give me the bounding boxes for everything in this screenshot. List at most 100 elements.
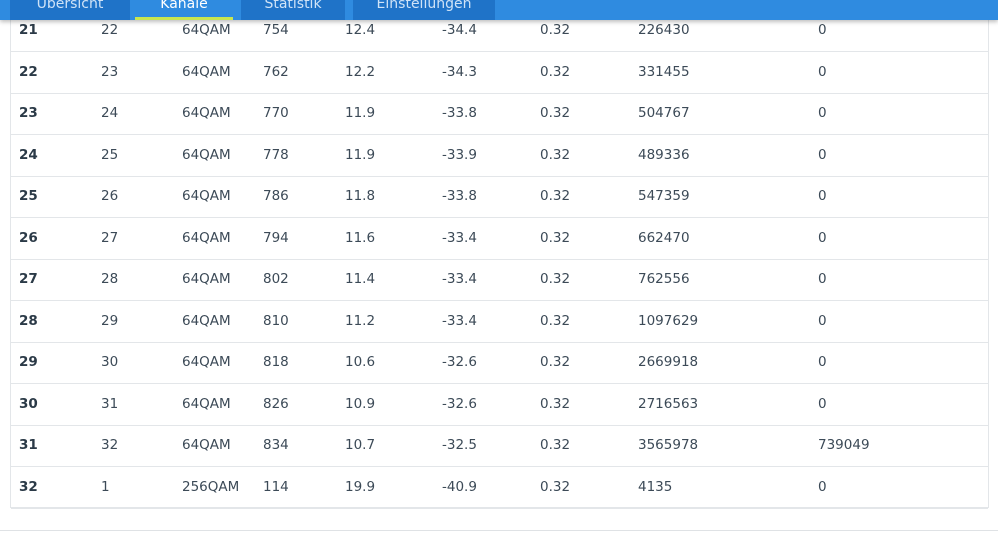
table-cell: 32 bbox=[19, 478, 38, 495]
table-row: 26 27 64QAM 794 11.6 -33.4 0.32 662470 0 bbox=[11, 218, 988, 260]
table-cell: 786 bbox=[263, 188, 289, 204]
table-cell: 10.6 bbox=[345, 354, 376, 370]
table-cell: 3565978 bbox=[638, 437, 699, 453]
table-cell: 0 bbox=[818, 354, 827, 370]
table-cell: 31 bbox=[19, 437, 38, 453]
table-cell: -33.8 bbox=[442, 188, 477, 204]
table-cell: 0.32 bbox=[540, 271, 571, 287]
divider bbox=[0, 530, 998, 531]
table-cell: 0.32 bbox=[540, 395, 571, 412]
table-cell: 770 bbox=[263, 105, 289, 121]
table-cell: 64QAM bbox=[182, 22, 231, 38]
table-cell: 0 bbox=[818, 22, 827, 38]
table-cell: 25 bbox=[19, 188, 38, 204]
table-cell: -34.3 bbox=[442, 63, 477, 80]
table-cell: -33.4 bbox=[442, 271, 477, 287]
table-cell: 834 bbox=[263, 437, 289, 453]
table-cell: 64QAM bbox=[182, 188, 231, 204]
table-cell: 0.32 bbox=[540, 146, 571, 163]
table-cell: 30 bbox=[19, 395, 38, 412]
table-cell: 64QAM bbox=[182, 437, 231, 453]
table-cell: 226430 bbox=[638, 22, 690, 38]
table-cell: 331455 bbox=[638, 63, 690, 80]
table-cell: 27 bbox=[19, 271, 38, 287]
table-cell: 64QAM bbox=[182, 271, 231, 287]
table-cell: 0 bbox=[818, 271, 827, 287]
table-cell: 24 bbox=[19, 146, 38, 163]
table-cell: 10.9 bbox=[345, 395, 376, 412]
table-cell: 0.32 bbox=[540, 312, 571, 329]
table-cell: 22 bbox=[19, 63, 38, 80]
table-cell: 504767 bbox=[638, 105, 690, 121]
table-cell: 24 bbox=[101, 105, 119, 121]
table-cell: 0 bbox=[818, 63, 827, 80]
table-cell: 0 bbox=[818, 146, 827, 163]
tab[interactable]: Einstellungen bbox=[353, 0, 495, 20]
table-cell: 11.4 bbox=[345, 271, 376, 287]
table-cell: 11.8 bbox=[345, 188, 376, 204]
table-cell: 11.6 bbox=[345, 229, 376, 246]
table-cell: -34.4 bbox=[442, 22, 477, 38]
table-row: 30 31 64QAM 826 10.9 -32.6 0.32 2716563 0 bbox=[11, 384, 988, 426]
table-cell: 754 bbox=[263, 22, 289, 38]
table-row: 23 24 64QAM 770 11.9 -33.8 0.32 504767 0 bbox=[11, 93, 988, 135]
active-indicator bbox=[135, 17, 233, 20]
table-cell: 0.32 bbox=[540, 105, 571, 121]
table-cell: 0 bbox=[818, 395, 827, 412]
table-cell: 26 bbox=[101, 188, 119, 204]
table-cell: -32.5 bbox=[442, 437, 477, 453]
table-cell: 30 bbox=[101, 354, 119, 370]
table-cell: -33.9 bbox=[442, 146, 477, 163]
table-cell: 29 bbox=[19, 354, 38, 370]
table-cell: 10.7 bbox=[345, 437, 376, 453]
table-cell: 29 bbox=[101, 312, 119, 329]
table-cell: 256QAM bbox=[182, 478, 240, 495]
table-cell: 826 bbox=[263, 395, 289, 412]
table-cell: 794 bbox=[263, 229, 289, 246]
tab[interactable]: Kanäle bbox=[135, 0, 233, 20]
table-row: 25 26 64QAM 786 11.8 -33.8 0.32 547359 0 bbox=[11, 176, 988, 218]
table-row: 27 28 64QAM 802 11.4 -33.4 0.32 762556 0 bbox=[11, 259, 988, 301]
table-cell: 11.2 bbox=[345, 312, 376, 329]
tab[interactable]: Übersicht bbox=[10, 0, 130, 20]
table-cell: 11.9 bbox=[345, 146, 376, 163]
table-cell: 0.32 bbox=[540, 437, 571, 453]
table-cell: 64QAM bbox=[182, 395, 231, 412]
table-row: 31 32 64QAM 834 10.7 -32.5 0.32 3565978 739049 bbox=[11, 425, 988, 467]
table-cell: 12.2 bbox=[345, 63, 376, 80]
table-cell: 0.32 bbox=[540, 22, 571, 38]
tab[interactable]: Statistik bbox=[241, 0, 345, 20]
table-row: 21 22 64QAM 754 12.4 -34.4 0.32 226430 0 bbox=[11, 10, 988, 52]
table-cell: 0 bbox=[818, 105, 827, 121]
table-cell: 778 bbox=[263, 146, 289, 163]
table-cell: 2716563 bbox=[638, 395, 699, 412]
table-cell: 0.32 bbox=[540, 229, 571, 246]
table-cell: 12.4 bbox=[345, 22, 376, 38]
table-cell: -40.9 bbox=[442, 478, 477, 495]
table-cell: 489336 bbox=[638, 146, 690, 163]
table-cell: 4135 bbox=[638, 478, 673, 495]
table-cell: 26 bbox=[19, 229, 38, 246]
table-row: 29 30 64QAM 818 10.6 -32.6 0.32 2669918 0 bbox=[11, 342, 988, 384]
table-cell: 31 bbox=[101, 395, 119, 412]
table-cell: 0 bbox=[818, 478, 827, 495]
table-cell: 0.32 bbox=[540, 478, 571, 495]
table-cell: -33.8 bbox=[442, 105, 477, 121]
table-cell: 818 bbox=[263, 354, 289, 370]
table-cell: 547359 bbox=[638, 188, 690, 204]
table-cell: 0.32 bbox=[540, 354, 571, 370]
table-cell: 0 bbox=[818, 188, 827, 204]
table-cell: 762 bbox=[263, 63, 289, 80]
table-cell: 25 bbox=[101, 146, 119, 163]
table-cell: 64QAM bbox=[182, 105, 231, 121]
table-cell: -32.6 bbox=[442, 395, 477, 412]
table-cell: 21 bbox=[19, 22, 38, 38]
table-cell: 23 bbox=[19, 105, 38, 121]
table-cell: 32 bbox=[101, 437, 119, 453]
table-cell: 739049 bbox=[818, 437, 870, 453]
table-cell: 802 bbox=[263, 271, 289, 287]
table-row: 28 29 64QAM 810 11.2 -33.4 0.32 1097629 0 bbox=[11, 301, 988, 343]
table-cell: -32.6 bbox=[442, 354, 477, 370]
table-cell: 0.32 bbox=[540, 63, 571, 80]
